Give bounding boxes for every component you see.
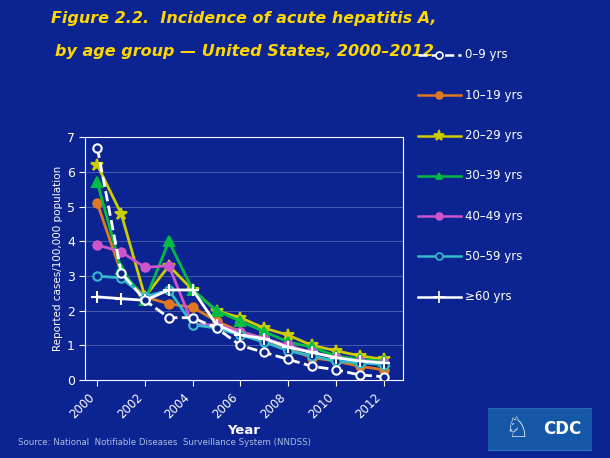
FancyBboxPatch shape <box>485 407 595 452</box>
Text: CDC: CDC <box>544 420 582 438</box>
Text: Source: National  Notifiable Diseases  Surveillance System (NNDSS): Source: National Notifiable Diseases Sur… <box>18 437 311 447</box>
Text: 10–19 yrs: 10–19 yrs <box>465 89 522 102</box>
Y-axis label: Reported cases/100,000 population: Reported cases/100,000 population <box>53 166 63 351</box>
X-axis label: Year: Year <box>228 424 260 436</box>
Text: 20–29 yrs: 20–29 yrs <box>465 129 522 142</box>
Text: 50–59 yrs: 50–59 yrs <box>465 250 522 263</box>
Text: by age group — United States, 2000–2012: by age group — United States, 2000–2012 <box>54 44 434 59</box>
Text: Figure 2.2.  Incidence of acute hepatitis A,: Figure 2.2. Incidence of acute hepatitis… <box>51 11 437 27</box>
Text: ≥60 yrs: ≥60 yrs <box>465 290 511 303</box>
Text: ♘: ♘ <box>504 415 529 443</box>
Text: 30–39 yrs: 30–39 yrs <box>465 169 522 182</box>
Text: 40–49 yrs: 40–49 yrs <box>465 210 522 223</box>
Text: 0–9 yrs: 0–9 yrs <box>465 49 508 61</box>
